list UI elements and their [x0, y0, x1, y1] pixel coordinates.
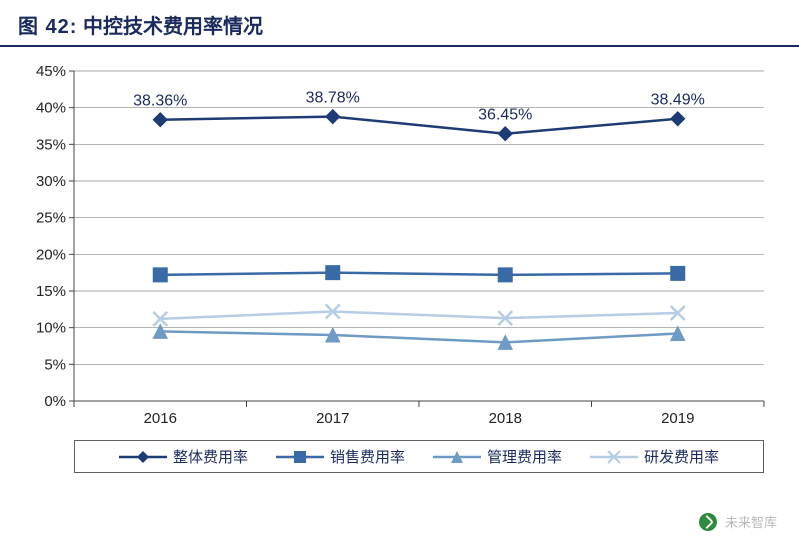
svg-text:2016: 2016	[144, 410, 177, 427]
svg-text:38.49%: 38.49%	[651, 92, 705, 109]
figure-number: 图 42:	[18, 16, 77, 38]
watermark-logo-icon	[699, 513, 717, 531]
figure-title: 图 42: 中控技术费用率情况	[0, 0, 799, 47]
svg-text:5%: 5%	[44, 356, 66, 373]
line-chart: 0% 5% 10% 15% 20% 25% 30% 35% 40% 45% 2016 2017 2018…	[14, 61, 784, 471]
svg-text:38.36%: 38.36%	[133, 93, 187, 110]
legend-marker-icon	[590, 450, 638, 464]
svg-text:38.78%: 38.78%	[306, 90, 360, 107]
svg-text:45%: 45%	[36, 63, 66, 80]
svg-text:2017: 2017	[316, 410, 349, 427]
watermark: 未来智库	[699, 512, 777, 531]
svg-text:36.45%: 36.45%	[478, 107, 532, 124]
legend-label: 管理费用率	[487, 446, 562, 467]
svg-text:2018: 2018	[489, 410, 522, 427]
svg-text:30%: 30%	[36, 173, 66, 190]
legend-marker-icon	[119, 450, 167, 464]
svg-text:2019: 2019	[661, 410, 694, 427]
legend-item: 研发费用率	[590, 446, 719, 467]
chart-legend: 整体费用率 销售费用率 管理费用率 研发费用率	[74, 440, 764, 473]
legend-item: 整体费用率	[119, 446, 248, 467]
legend-item: 销售费用率	[276, 446, 405, 467]
chart-container: 0% 5% 10% 15% 20% 25% 30% 35% 40% 45% 2016 2017 2018…	[14, 61, 784, 471]
figure-title-text: 中控技术费用率情况	[83, 16, 263, 38]
svg-text:10%: 10%	[36, 320, 66, 337]
legend-label: 销售费用率	[330, 446, 405, 467]
legend-marker-icon	[276, 450, 324, 464]
svg-text:20%: 20%	[36, 246, 66, 263]
svg-text:0%: 0%	[44, 393, 66, 410]
legend-marker-icon	[433, 450, 481, 464]
legend-label: 整体费用率	[173, 446, 248, 467]
svg-text:15%: 15%	[36, 283, 66, 300]
svg-text:35%: 35%	[36, 136, 66, 153]
svg-text:25%: 25%	[36, 210, 66, 227]
svg-text:40%: 40%	[36, 100, 66, 117]
watermark-text: 未来智库	[725, 512, 777, 531]
legend-item: 管理费用率	[433, 446, 562, 467]
legend-label: 研发费用率	[644, 446, 719, 467]
